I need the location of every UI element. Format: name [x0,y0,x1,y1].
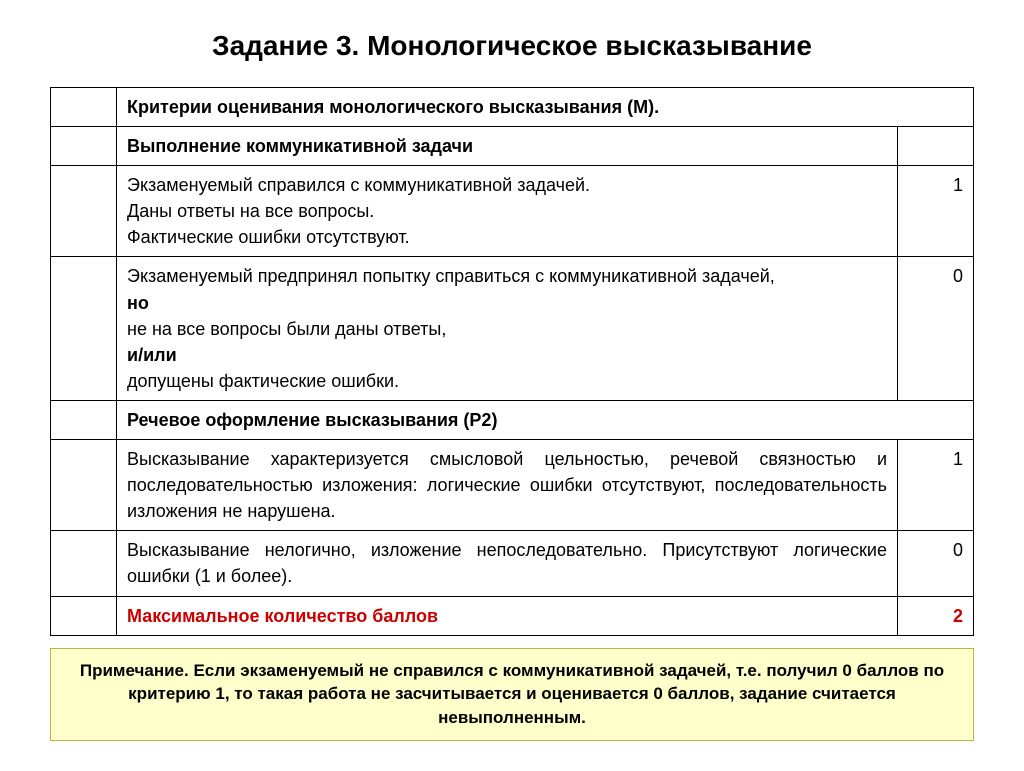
table-row: Максимальное количество баллов 2 [51,596,974,635]
score-cell: 1 [898,440,974,531]
empty-cell [51,440,117,531]
empty-cell [51,531,117,596]
page-title: Задание 3. Монологическое высказывание [50,30,974,62]
table-row: Критерии оценивания монологического выск… [51,88,974,127]
score-cell: 1 [898,166,974,257]
table-row: Выполнение коммуникативной задачи [51,127,974,166]
score-cell: 0 [898,531,974,596]
criteria-cell: Экзаменуемый предпринял попытку справить… [117,257,898,400]
criteria-cell: Экзаменуемый справился с коммуникативной… [117,166,898,257]
section-header: Выполнение коммуникативной задачи [117,127,898,166]
empty-cell [51,166,117,257]
empty-cell [898,127,974,166]
criteria-but: но [127,290,887,316]
score-cell: 0 [898,257,974,400]
empty-cell [51,88,117,127]
table-row: Речевое оформление высказывания (Р2) [51,400,974,439]
criteria-table: Критерии оценивания монологического выск… [50,87,974,636]
criteria-line: допущены фактические ошибки. [127,368,887,394]
section-header: Речевое оформление высказывания (Р2) [117,400,974,439]
table-row: Высказывание нелогично, изложение непосл… [51,531,974,596]
max-score-value: 2 [898,596,974,635]
table-row: Экзаменуемый предпринял попытку справить… [51,257,974,400]
criteria-header: Критерии оценивания монологического выск… [117,88,974,127]
table-row: Экзаменуемый справился с коммуникативной… [51,166,974,257]
criteria-cell: Высказывание нелогично, изложение непосл… [117,531,898,596]
criteria-andor: и/или [127,342,887,368]
table-row: Высказывание характеризуется смысловой ц… [51,440,974,531]
max-score-label: Максимальное количество баллов [117,596,898,635]
criteria-line: Экзаменуемый предпринял попытку справить… [127,263,887,289]
criteria-cell: Высказывание характеризуется смысловой ц… [117,440,898,531]
empty-cell [51,127,117,166]
empty-cell [51,596,117,635]
empty-cell [51,257,117,400]
note-box: Примечание. Если экзаменуемый не справил… [50,648,974,741]
empty-cell [51,400,117,439]
criteria-line: не на все вопросы были даны ответы, [127,316,887,342]
